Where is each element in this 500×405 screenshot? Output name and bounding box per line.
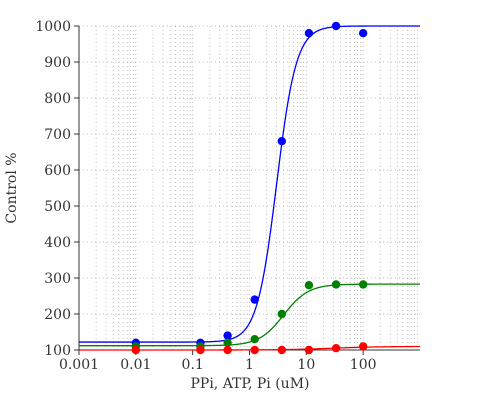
data-point-series-0 <box>304 29 314 38</box>
data-point-series-2 <box>196 345 205 355</box>
y-tick-label: 300 <box>44 271 71 287</box>
data-point-series-2 <box>358 342 368 351</box>
data-point-series-2 <box>131 345 141 355</box>
data-point-series-2 <box>331 344 341 353</box>
x-tick-label: 1 <box>245 357 254 373</box>
y-tick-label: 100 <box>44 343 71 359</box>
x-tick-label: 0.001 <box>59 357 99 373</box>
data-points <box>131 21 368 355</box>
axes: 0.001 0.01 0.1 1 10 100 100 200 300 400 500 600 700 8… <box>35 19 420 373</box>
y-tick-label: 1000 <box>35 19 71 35</box>
data-point-series-1 <box>331 280 341 289</box>
y-tick-label: 400 <box>44 235 71 251</box>
data-point-series-2 <box>304 345 314 355</box>
data-point-series-1 <box>223 338 232 347</box>
data-point-series-0 <box>358 29 368 38</box>
data-point-series-0 <box>250 295 259 304</box>
data-point-series-0 <box>223 331 232 340</box>
data-point-series-1 <box>358 280 368 289</box>
x-tick-label: 0.1 <box>182 357 204 373</box>
data-point-series-1 <box>277 309 287 319</box>
x-axis-title: PPi, ATP, Pi (uM) <box>190 376 309 392</box>
y-tick-label: 800 <box>44 91 71 107</box>
data-point-series-1 <box>250 335 259 344</box>
data-point-series-1 <box>304 281 314 290</box>
x-tick-label: 100 <box>350 357 377 373</box>
x-tick-label: 10 <box>297 357 315 373</box>
grid <box>79 25 420 350</box>
data-point-series-0 <box>331 21 341 31</box>
x-tick-label: 0.01 <box>120 357 151 373</box>
y-tick-label: 200 <box>44 307 71 323</box>
data-point-series-2 <box>250 345 259 355</box>
data-point-series-2 <box>277 345 287 355</box>
y-tick-label: 500 <box>44 199 71 215</box>
data-point-series-0 <box>277 137 287 146</box>
data-point-series-2 <box>223 345 232 355</box>
y-tick-label: 900 <box>44 55 71 71</box>
y-tick-label: 600 <box>44 163 71 179</box>
y-axis-title: Control % <box>4 152 20 223</box>
y-tick-label: 700 <box>44 127 71 143</box>
fit-curve-2 <box>79 345 421 351</box>
